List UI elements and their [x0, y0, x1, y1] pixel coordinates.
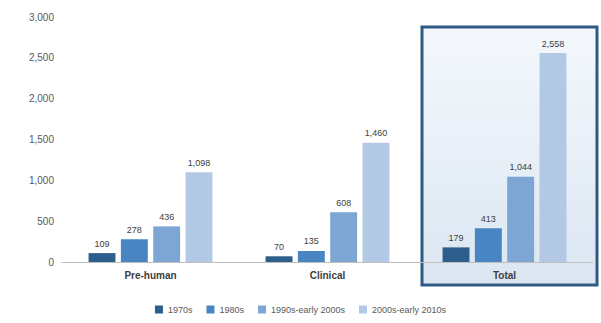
svg-text:135: 135 — [304, 236, 319, 246]
svg-text:70: 70 — [274, 242, 284, 252]
svg-text:2,500: 2,500 — [29, 52, 54, 63]
svg-text:0: 0 — [48, 257, 54, 268]
svg-text:1,044: 1,044 — [509, 162, 532, 172]
svg-text:1,000: 1,000 — [29, 175, 54, 186]
svg-text:1,098: 1,098 — [188, 158, 211, 168]
svg-text:1980s: 1980s — [219, 305, 244, 315]
svg-text:109: 109 — [95, 239, 110, 249]
svg-text:Clinical: Clinical — [310, 270, 346, 281]
svg-text:413: 413 — [481, 214, 496, 224]
svg-text:500: 500 — [37, 216, 54, 227]
svg-text:1,500: 1,500 — [29, 134, 54, 145]
svg-text:Total: Total — [493, 270, 516, 281]
svg-text:2,558: 2,558 — [542, 39, 565, 49]
svg-text:179: 179 — [449, 233, 464, 243]
svg-text:1990s-early 2000s: 1990s-early 2000s — [271, 305, 346, 315]
svg-text:2,000: 2,000 — [29, 93, 54, 104]
svg-text:278: 278 — [127, 225, 142, 235]
svg-text:3,000: 3,000 — [29, 12, 54, 23]
svg-text:1,460: 1,460 — [365, 128, 388, 138]
svg-text:1970s: 1970s — [168, 305, 193, 315]
svg-text:2000s-early 2010s: 2000s-early 2010s — [372, 305, 447, 315]
svg-text:Pre-human: Pre-human — [124, 270, 176, 281]
svg-text:436: 436 — [159, 212, 174, 222]
svg-text:608: 608 — [336, 198, 351, 208]
